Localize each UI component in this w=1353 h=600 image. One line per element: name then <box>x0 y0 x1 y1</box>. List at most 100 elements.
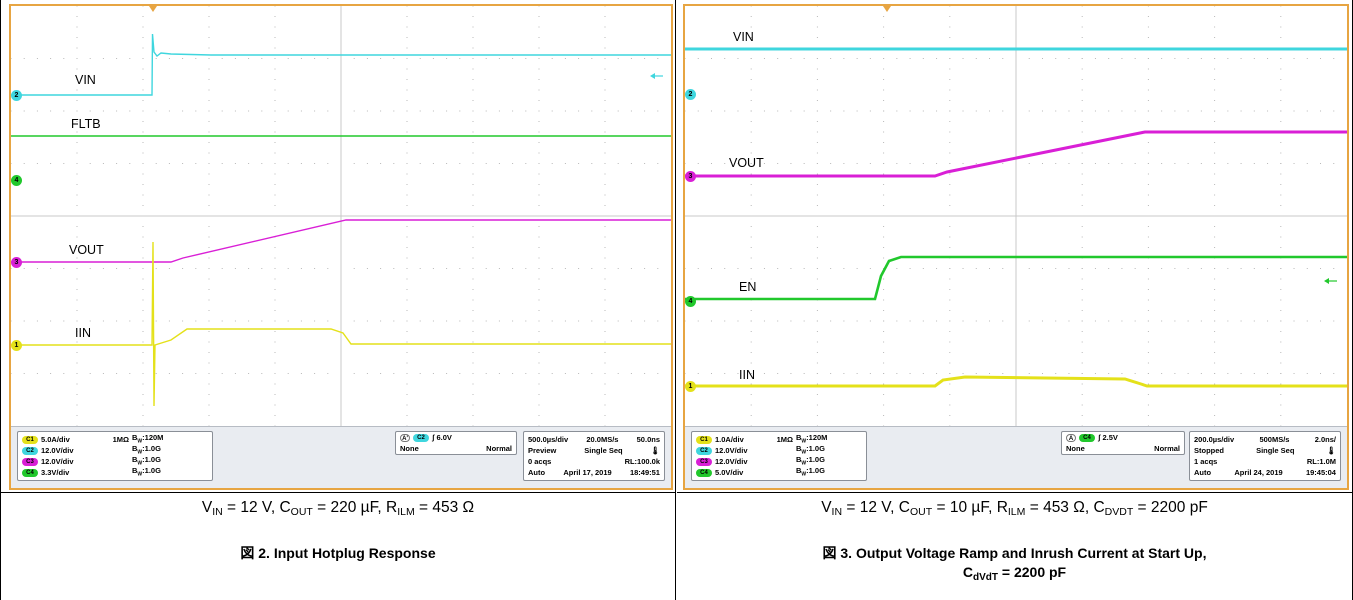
vscale-row-c3[interactable]: C3 12.0V/div BW:1.0G <box>18 455 212 467</box>
grid-dot <box>353 268 355 269</box>
grid-dot <box>896 163 898 164</box>
grid-dot <box>1147 299 1149 301</box>
grid-dot <box>777 373 779 374</box>
grid-dot <box>949 310 951 311</box>
channel-marker-3[interactable]: 3 <box>685 171 696 182</box>
grid-dot <box>419 163 421 164</box>
channel-chip-c4[interactable]: C4 <box>696 468 712 477</box>
channel-chip-c3[interactable]: C3 <box>696 457 712 466</box>
grid-dot <box>1121 58 1123 59</box>
grid-dot <box>36 268 38 269</box>
grid-dot <box>155 58 157 59</box>
timebase-settings-right[interactable]: 200.0µs/div 500MS/s 2.0ns/ Stopped Singl… <box>1189 431 1341 481</box>
grid-dot <box>142 362 144 364</box>
channel-marker-2[interactable]: 2 <box>685 89 696 100</box>
grid-dot <box>525 373 527 374</box>
grid-dot <box>803 58 805 59</box>
grid-dot <box>604 173 606 175</box>
grid-dot <box>23 58 25 59</box>
grid-dot <box>432 110 434 112</box>
grid-dot <box>883 310 885 311</box>
grid-dot <box>816 310 818 311</box>
channel-marker-1[interactable]: 1 <box>11 340 22 351</box>
grid-dot <box>274 89 276 91</box>
vscale-row-c4[interactable]: C4 5.0V/div BW:1.0G <box>692 466 866 478</box>
grid-dot <box>102 373 104 374</box>
grid-dot <box>883 58 885 59</box>
grid-dot <box>1081 6 1083 7</box>
grid-dot <box>1081 194 1083 196</box>
grid-dot <box>142 226 144 227</box>
grid-dot <box>538 194 540 196</box>
grid-dot <box>949 121 951 122</box>
vscale-row-c4[interactable]: C4 3.3V/div BW:1.0G <box>18 466 212 478</box>
vscale-row-c2[interactable]: C2 12.0V/div BW:1.0G <box>18 444 212 456</box>
grid-dot <box>76 26 78 28</box>
channel-marker-3[interactable]: 3 <box>11 257 22 268</box>
vscale-row-c2[interactable]: C2 12.0V/div BW:1.0G <box>692 444 866 456</box>
grid-dot <box>777 268 779 269</box>
channel-chip-c1[interactable]: C1 <box>696 435 712 444</box>
trace-en-right <box>685 255 1347 301</box>
grid-dot <box>644 320 646 322</box>
grid-dot <box>909 373 911 374</box>
grid-dot <box>1267 163 1269 164</box>
vscale-row-c1[interactable]: C1 1.0A/div 1MΩ BW:120M <box>692 433 866 445</box>
grid-dot <box>962 163 964 164</box>
trigger-settings-right[interactable]: A C4 ʃ 2.5V None Normal <box>1061 431 1185 455</box>
vertical-settings-right[interactable]: C1 1.0A/div 1MΩ BW:120M C2 12.0V/div BW:… <box>691 431 867 481</box>
timebase-settings-left[interactable]: 500.0µs/div 20.0MS/s 50.0ns Preview Sing… <box>523 431 665 481</box>
grid-dot <box>459 163 461 164</box>
grid-dot <box>446 58 448 59</box>
grid-dot <box>314 373 316 374</box>
channel-chip-c2[interactable]: C2 <box>22 446 38 455</box>
grid-dot <box>830 373 832 374</box>
grid-dot <box>949 163 951 164</box>
channel-marker-2[interactable]: 2 <box>11 90 22 101</box>
grid-dot <box>498 373 500 374</box>
channel-marker-4[interactable]: 4 <box>11 175 22 186</box>
grid-dot <box>750 173 752 175</box>
grid-dot <box>1333 163 1335 164</box>
channel-chip-c4[interactable]: C4 <box>22 468 38 477</box>
channel-chip-c3[interactable]: C3 <box>22 457 38 466</box>
grid-dot <box>1214 310 1216 311</box>
grid-dot <box>155 163 157 164</box>
vscale-row-c3[interactable]: C3 12.0V/div BW:1.0G <box>692 455 866 467</box>
grid-dot <box>208 320 210 322</box>
grid-dot <box>604 163 606 164</box>
channel-marker-4[interactable]: 4 <box>685 296 696 307</box>
grid-dot <box>949 268 951 269</box>
channel-chip-c2[interactable]: C2 <box>696 446 712 455</box>
trace-label-vout: VOUT <box>69 243 104 257</box>
channel-marker-1[interactable]: 1 <box>685 381 696 392</box>
grid-dot <box>1081 247 1083 248</box>
grid-dot <box>472 163 474 164</box>
grid-dot <box>1081 310 1083 311</box>
grid-dot <box>274 163 276 164</box>
grid-dot <box>1121 268 1123 269</box>
grid-dot <box>1081 184 1083 185</box>
grid-dot <box>1041 268 1043 269</box>
grid-dot <box>750 184 752 185</box>
grid-dot <box>1214 247 1216 248</box>
grid-dot <box>1240 163 1242 164</box>
vscale-row-c1[interactable]: C1 5.0A/div 1MΩ BW:120M <box>18 433 212 445</box>
vertical-settings-left[interactable]: C1 5.0A/div 1MΩ BW:120M C2 12.0V/div BW:… <box>17 431 213 481</box>
grid-dot <box>1147 394 1149 395</box>
grid-dot <box>763 268 765 269</box>
grid-dot <box>76 257 78 259</box>
grid-dot <box>1041 163 1043 164</box>
grid-dot <box>750 205 752 206</box>
grid-dot <box>816 320 818 322</box>
grid-dot <box>142 394 144 395</box>
grid-dot <box>578 110 580 112</box>
grid-dot <box>1187 373 1189 374</box>
trigger-mode: Normal <box>1154 444 1180 453</box>
grid-dot <box>1081 26 1083 28</box>
channel-chip-c1[interactable]: C1 <box>22 435 38 444</box>
grid-dot <box>472 331 474 332</box>
grid-dot <box>208 110 210 112</box>
trigger-settings-left[interactable]: A' C2 ʃ 6.0V None Normal <box>395 431 517 455</box>
grid-dot <box>790 163 792 164</box>
